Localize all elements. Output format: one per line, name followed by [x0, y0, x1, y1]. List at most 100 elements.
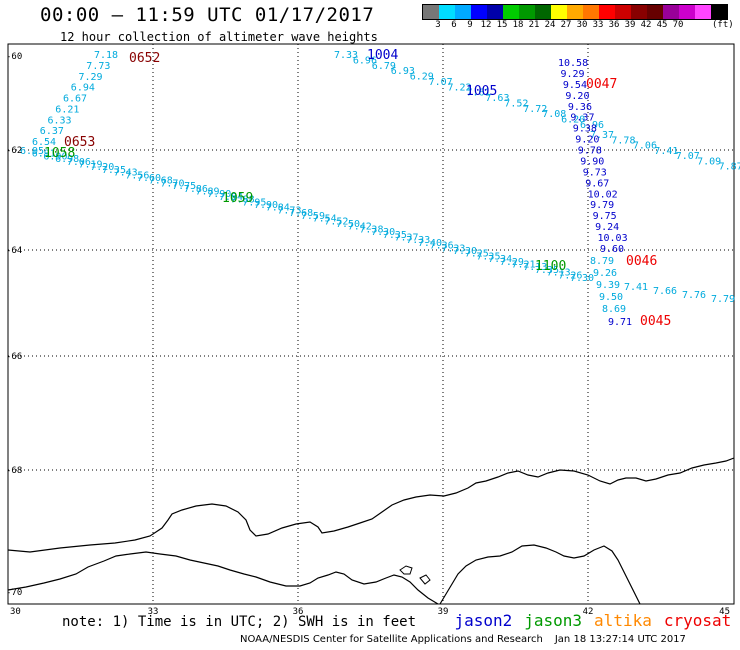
wave-height-label: 6.33 [48, 115, 72, 126]
wave-height-label: 6.20 [561, 115, 585, 126]
wave-height-label: 6.96 [580, 120, 604, 131]
credit-text: NOAA/NESDIS Center for Satellite Applica… [240, 634, 543, 645]
axis-labels: 30 33 36 39 42 45 -60 -62 -64 -66 -68 -70 [6, 52, 730, 617]
wave-height-label: 8.69 [602, 304, 626, 315]
lon-label: 33 [148, 607, 159, 617]
wave-height-label: 7.30 [570, 273, 594, 284]
color-legend-bar [422, 4, 728, 20]
pass-time-label: 0046 [626, 254, 657, 269]
wave-height-label: 9.73 [583, 167, 607, 178]
wave-height-label: 7.13 [523, 262, 547, 273]
wave-height-label: 7.52 [504, 99, 528, 110]
wave-height-label: 7.76 [682, 290, 706, 301]
satellite-legend: jason2jason3altikacryosats3a [454, 611, 740, 630]
legend-tick-label: 33 [592, 20, 604, 30]
pass-time-label: 0653 [64, 135, 95, 150]
wave-height-label: 7.78 [611, 135, 635, 146]
wave-height-label: 7.35 [535, 265, 559, 276]
wave-height-label: 7.60 [137, 173, 161, 184]
legend-swatch [455, 5, 471, 19]
wave-height-label: 7.35 [476, 251, 500, 262]
wave-height-label: 9.79 [590, 200, 614, 211]
legend-tick-label: 45 [656, 20, 668, 30]
legend-swatch [679, 5, 695, 19]
wave-height-label: 7.75 [172, 181, 196, 192]
wave-height-label: 6.98 [55, 154, 79, 165]
wave-height-label: 9.78 [578, 146, 602, 157]
wave-height-label: 9.37 [570, 113, 594, 124]
lat-label: -66 [6, 352, 22, 362]
wave-height-label: 7.35 [102, 165, 126, 176]
wave-height-label: 6.96 [353, 55, 377, 66]
wave-height-label: 6.67 [63, 94, 87, 105]
pass-time-label: 1059 [222, 191, 253, 206]
wave-height-label: 7.90 [254, 200, 278, 211]
wave-height-label: 7.29 [500, 257, 524, 268]
wave-height-label: 7.18 [94, 50, 118, 61]
legend-swatch [695, 5, 711, 19]
wave-height-label: 7.68 [289, 208, 313, 219]
pass-time-label: 1100 [535, 259, 566, 274]
legend-swatch [615, 5, 631, 19]
map-frame [7, 43, 735, 605]
wave-height-label: 9.20 [575, 135, 599, 146]
wave-height-label: 7.70 [160, 178, 184, 189]
wave-height-label: 7.38 [359, 224, 383, 235]
wave-height-label: 7.72 [523, 104, 547, 115]
legend-swatch [567, 5, 583, 19]
legend-tick-label: 12 [480, 20, 492, 30]
lat-label: -68 [6, 466, 22, 476]
wave-height-label: 7.30 [371, 227, 395, 238]
wave-height-label: 7.73 [277, 205, 301, 216]
lon-label: 30 [10, 607, 21, 617]
legend-swatch [487, 5, 503, 19]
wave-height-label: 7.20 [90, 162, 114, 173]
legend-swatch [423, 5, 439, 19]
wave-height-label: 7.54 [313, 214, 337, 225]
wave-height-label: 7.43 [114, 168, 138, 179]
wave-height-label: 7.29 [79, 72, 103, 83]
wave-height-label: 7.26 [558, 270, 582, 281]
footer-credit-row: NOAA/NESDIS Center for Satellite Applica… [240, 634, 686, 645]
wave-height-label: 7.40 [418, 238, 442, 249]
wave-height-label: 6.95 [20, 146, 44, 157]
lon-label: 39 [438, 607, 449, 617]
wave-height-label: 9.71 [608, 317, 632, 328]
satellite-legend-item: altika [594, 611, 652, 630]
wave-height-label: 7.19 [79, 160, 103, 171]
wave-height-label: 7.09 [697, 156, 721, 167]
legend-tick-label: 9 [467, 20, 473, 30]
legend-swatch [599, 5, 615, 19]
coastline-inlet [7, 551, 439, 605]
satellite-legend-item: cryosat [663, 611, 732, 630]
wave-height-label: 9.20 [565, 91, 589, 102]
legend-tick-label: 21 [528, 20, 540, 30]
wave-height-label: 7.90 [207, 189, 231, 200]
wave-height-label: 7.59 [301, 211, 325, 222]
satellite-legend-item: jason3 [524, 611, 583, 630]
wave-height-label: 6.94 [71, 83, 95, 94]
wave-height-label: 6.93 [391, 66, 415, 77]
wave-height-label: 7.61 [467, 88, 491, 99]
wave-height-label: 7.84 [219, 192, 243, 203]
wave-height-label: 6.29 [410, 72, 434, 83]
legend-tick-label: 27 [560, 20, 572, 30]
wave-height-label: 7.87 [719, 162, 740, 173]
wave-height-label: 7.36 [430, 241, 454, 252]
wave-height-label: 8.79 [590, 256, 614, 267]
wave-height-label: 7.06 [67, 157, 91, 168]
legend-tick-label: 18 [512, 20, 524, 30]
wave-height-label: 7.86 [184, 184, 208, 195]
wave-height-label: 9.60 [600, 244, 624, 255]
coastline-bay [439, 544, 641, 605]
legend-swatch [631, 5, 647, 19]
legend-swatch [647, 5, 663, 19]
legend-tick-label: 15 [496, 20, 508, 30]
wave-height-label: 7.41 [624, 282, 648, 293]
wave-height-label: 7.88 [231, 195, 255, 206]
credit-timestamp: Jan 18 13:27:14 UTC 2017 [554, 634, 686, 645]
footer-note: note: 1) Time is in UTC; 2) SWH is in fe… [62, 614, 417, 630]
legend-swatch [711, 5, 727, 19]
coastline-islet [399, 565, 413, 575]
